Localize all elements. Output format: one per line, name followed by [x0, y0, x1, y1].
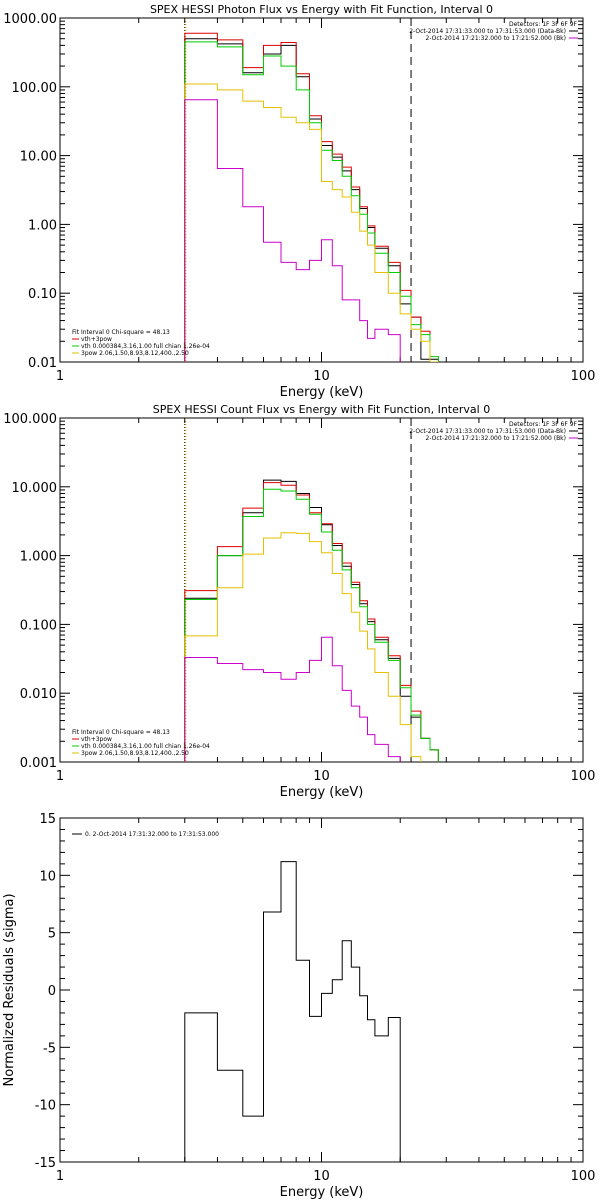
x-axis-label: Energy (keV) [280, 1185, 364, 1200]
series-vth [184, 488, 439, 762]
y-tick-label: 5 [48, 927, 56, 942]
series-vth [184, 41, 439, 362]
series-3pow [184, 83, 439, 362]
x-tick-label: 100 [571, 369, 596, 384]
x-tick-label: 10 [313, 369, 330, 384]
x-axis-label: Energy (keV) [280, 385, 364, 400]
time-legend-label: 2-Oct-2014 17:21:32.000 to 17:21:52.000 … [426, 435, 567, 442]
fit-legend-label: 3pow 2.06,1.50,8.93,8.12,400.,2.50 [81, 350, 189, 357]
y-tick-label: 0.001 [20, 756, 57, 771]
y-tick-label: 1000.00 [3, 12, 57, 27]
y-tick-label: 0 [48, 984, 56, 999]
y-tick-label: 100.000 [3, 412, 57, 427]
x-tick-label: 1 [56, 1169, 64, 1184]
plot-frame [59, 17, 584, 363]
time-legend-label: 2-Oct-2014 17:31:33.000 to 17:31:53.000 … [409, 28, 566, 35]
chart-title: SPEX HESSI Photon Flux vs Energy with Fi… [150, 3, 493, 16]
series-residuals [184, 861, 401, 1162]
y-axis-label: Normalized Residuals (sigma) [2, 893, 17, 1086]
detectors-label: Detectors: 1F 3F 6F 9F [509, 421, 578, 428]
x-tick-label: 100 [571, 769, 596, 784]
y-tick-label: -5 [43, 1041, 56, 1056]
fit-legend-label: vth+3pow [81, 736, 112, 743]
chart-0: SPEX HESSI Photon Flux vs Energy with Fi… [3, 3, 595, 400]
y-tick-label: 0.100 [20, 618, 57, 633]
y-tick-label: 10 [39, 869, 56, 884]
plot-frame [59, 417, 584, 763]
y-tick-label: 10.00 [20, 150, 57, 165]
y-tick-label: 10.000 [12, 481, 58, 496]
y-tick-label: 0.10 [28, 287, 57, 302]
y-tick-label: -15 [35, 1156, 56, 1171]
legend-label: 0. 2-Oct-2014 17:31:32.000 to 17:31:53.0… [85, 831, 219, 838]
series-bk [184, 99, 401, 362]
chart-2: 1 10 100 15 10 5 0 -5 -10 -15 Energy (keV) Normaliz… [2, 812, 595, 1200]
x-axis-label: Energy (keV) [280, 785, 364, 800]
fit-legend-label: Fit Interval 0 Chi-square = 48.13 [72, 729, 170, 736]
fit-legend-label: vth+3pow [81, 336, 112, 343]
series-data-bk [184, 479, 439, 762]
y-tick-label: 0.010 [20, 687, 57, 702]
x-tick-label: 10 [313, 769, 330, 784]
series-bk [184, 636, 401, 762]
y-tick-label: 1.00 [28, 218, 57, 233]
detectors-label: Detectors: 1F 3F 6F 9F [509, 21, 578, 28]
x-tick-label: 10 [313, 1169, 330, 1184]
plot-frame [59, 817, 584, 1163]
fit-legend-label: 3pow 2.06,1.50,8.93,8.12,400.,2.50 [81, 750, 189, 757]
y-tick-label: -10 [35, 1099, 56, 1114]
fit-legend-label: vth 0.000384,3.16,1.00 full chian 1.26e-… [81, 343, 210, 350]
series-vth-3pow [184, 32, 431, 362]
x-tick-label: 1 [56, 369, 64, 384]
y-tick-label: 100.00 [12, 81, 58, 96]
x-tick-label: 1 [56, 769, 64, 784]
x-tick-label: 100 [571, 1169, 596, 1184]
series-vth-3pow [184, 482, 439, 762]
time-legend-label: 2-Oct-2014 17:21:32.000 to 17:21:52.000 … [426, 35, 567, 42]
fit-legend-label: vth 0.000384,3.16,1.00 full chian 1.26e-… [81, 743, 210, 750]
fit-legend-label: Fit Interval 0 Chi-square = 48.13 [72, 329, 170, 336]
y-tick-label: 15 [39, 812, 56, 827]
time-legend-label: 2-Oct-2014 17:31:33.000 to 17:31:53.000 … [409, 428, 566, 435]
series-3pow [184, 532, 422, 762]
y-tick-label: 0.01 [28, 356, 57, 371]
chart-title: SPEX HESSI Count Flux vs Energy with Fit… [153, 403, 490, 416]
y-tick-label: 1.000 [20, 550, 57, 565]
chart-1: SPEX HESSI Count Flux vs Energy with Fit… [3, 403, 595, 800]
